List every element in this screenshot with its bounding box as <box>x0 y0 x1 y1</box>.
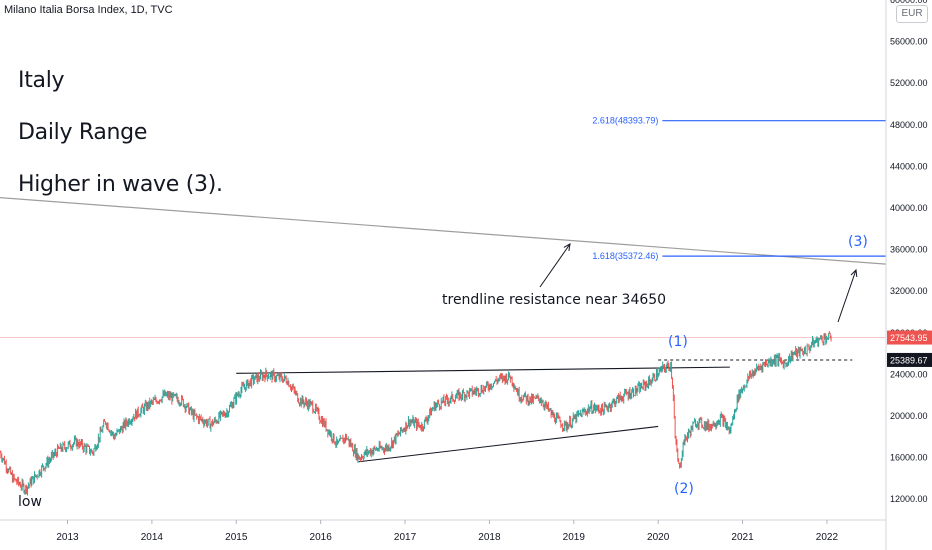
x-tick-label: 2019 <box>563 532 586 543</box>
note-line-3: Higher in wave (3). <box>18 172 223 197</box>
y-tick-label: 16000.00 <box>890 453 928 463</box>
price-series-layer <box>0 331 832 496</box>
y-tick-label: 60000.00 <box>890 0 928 5</box>
y-tick-label: 32000.00 <box>890 286 928 296</box>
y-tick-label: 40000.00 <box>890 203 928 213</box>
x-tick-label: 2018 <box>478 532 501 543</box>
note-line-2: Daily Range <box>18 120 148 145</box>
x-tick-label: 2017 <box>394 532 417 543</box>
wave-3-arrow-head <box>850 268 858 278</box>
level-price-tag: 25389.67 <box>890 355 928 365</box>
chart-title: Milano Italia Borsa Index, 1D, TVC <box>4 4 173 16</box>
x-tick-label: 2014 <box>141 532 164 543</box>
drawing-layer: 1.618(35372.46) 2.618(48393.79) <box>0 116 887 463</box>
trendline-resistance <box>0 197 887 265</box>
wave-3-label: (3) <box>848 234 868 250</box>
fib-2618-label: 2.618(48393.79) <box>592 116 658 126</box>
y-tick-label: 24000.00 <box>890 369 928 379</box>
currency-badge[interactable]: EUR <box>896 5 928 23</box>
x-tick-label: 2013 <box>56 532 79 543</box>
wave-2-label: (2) <box>674 481 694 497</box>
triangle-lower-line <box>358 425 659 463</box>
x-tick-label: 2020 <box>647 532 670 543</box>
level-price-tag-bg <box>887 352 932 367</box>
x-tick-label: 2022 <box>816 532 839 543</box>
x-tick-label: 2015 <box>225 532 248 543</box>
wave-3-arrow <box>837 269 857 323</box>
y-tick-label: 48000.00 <box>890 120 928 130</box>
note-line-1: Italy <box>18 68 65 93</box>
x-tick-label: 2016 <box>310 532 333 543</box>
low-label: low <box>18 494 42 510</box>
last-price-tag: 27543.95 <box>890 333 928 343</box>
triangle-upper-line <box>236 366 730 374</box>
wave-1-label: (1) <box>668 334 688 350</box>
y-tick-label: 56000.00 <box>890 37 928 47</box>
y-tick-label: 36000.00 <box>890 245 928 255</box>
y-tick-label: 52000.00 <box>890 78 928 88</box>
y-tick-label: 12000.00 <box>890 494 928 504</box>
x-tick-label: 2021 <box>731 532 754 543</box>
y-tick-label: 44000.00 <box>890 161 928 171</box>
fib-1618-label: 1.618(35372.46) <box>592 251 658 261</box>
trendline-label: trendline resistance near 34650 <box>442 292 667 308</box>
trendline-arrow <box>539 243 571 288</box>
trendline-arrow-head <box>563 243 571 251</box>
last-price-tag-bg <box>887 330 932 345</box>
y-tick-label: 20000.00 <box>890 411 928 421</box>
